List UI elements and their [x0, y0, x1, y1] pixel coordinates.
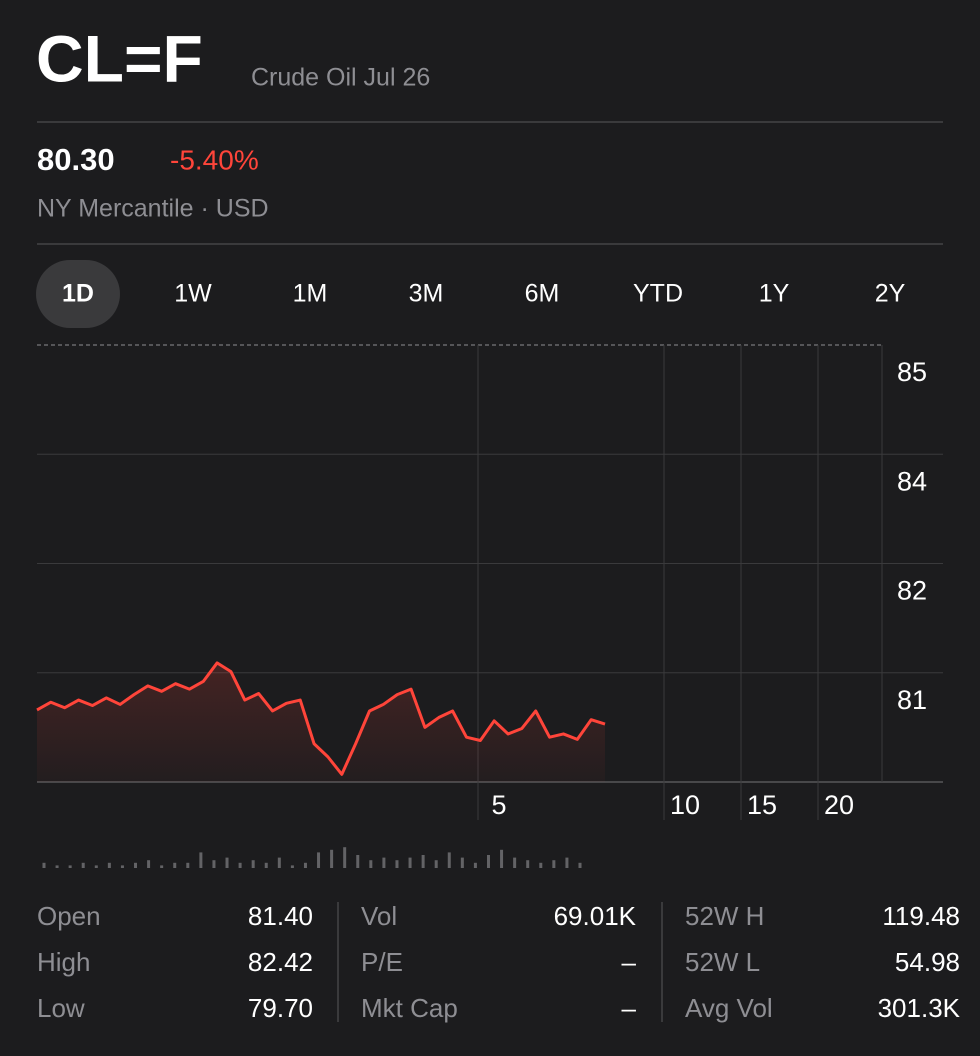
volume-bar	[199, 852, 203, 868]
volume-bar	[395, 860, 399, 868]
x-tick-label: 20	[824, 790, 854, 820]
volume-bar	[473, 862, 477, 868]
stat-label: Low	[37, 993, 85, 1023]
tabs: 1D 1W 1M 3M 6M YTD 1Y 2Y	[36, 260, 906, 328]
stats: Open 81.40 High 82.42 Low 79.70 Vol 69.01K P/E – M…	[37, 901, 961, 1023]
x-tick-label: 15	[747, 790, 777, 820]
tab[interactable]: 1M	[293, 280, 328, 308]
stat-value: 119.48	[882, 901, 960, 931]
stat-label: Avg Vol	[685, 993, 773, 1023]
symbol: CL=F	[36, 21, 203, 95]
price-area	[37, 662, 605, 782]
volume-bar	[500, 849, 504, 868]
tab[interactable]: 1Y	[759, 280, 790, 308]
stat-label: P/E	[361, 947, 403, 977]
volume-bar	[382, 857, 386, 868]
tab[interactable]: 6M	[525, 280, 560, 308]
stat-value: 301.3K	[878, 993, 961, 1023]
stat-label: 52W L	[685, 947, 760, 977]
volume-bar	[447, 852, 451, 868]
stat-value: 54.98	[895, 947, 960, 977]
volume-bar	[94, 865, 98, 868]
exchange: NY Mercantile · USD	[37, 195, 269, 223]
y-tick-label: 85	[897, 357, 927, 387]
price-line	[36, 661, 606, 776]
volume-bar	[343, 847, 347, 868]
volume-bar	[264, 862, 268, 868]
volume-bar	[434, 860, 438, 868]
volume-bar	[578, 862, 582, 868]
volume-bar	[565, 857, 569, 868]
volume-bar	[68, 865, 72, 868]
volume-bar	[290, 865, 294, 868]
volume-bar	[212, 860, 216, 868]
volume-bar	[160, 865, 164, 868]
y-tick-label: 81	[897, 685, 927, 715]
volume-bar	[42, 862, 46, 868]
y-tick-label: 82	[897, 576, 927, 606]
volume-bar	[120, 865, 124, 868]
volume-bar	[107, 862, 111, 868]
volume-bar	[55, 865, 59, 868]
volume-bar	[460, 857, 464, 868]
tab-selected-bg	[36, 260, 120, 328]
chart: 85 84 82 81 5 10 15 20	[36, 344, 943, 868]
volume-bar	[526, 860, 530, 868]
volume-bar	[513, 857, 517, 868]
stat-value: 82.42	[248, 947, 313, 977]
tab[interactable]: 1D	[62, 280, 94, 308]
volume-bar	[147, 860, 151, 868]
tab[interactable]: 2Y	[875, 280, 906, 308]
volume-bar	[277, 857, 281, 868]
change: -5.40%	[170, 144, 259, 175]
volume-bar	[225, 857, 229, 868]
volume-bar	[134, 862, 138, 868]
tab[interactable]: YTD	[633, 280, 683, 308]
x-tick-label: 10	[670, 790, 700, 820]
stat-value: 81.40	[248, 901, 313, 931]
volume-bar	[251, 860, 255, 868]
volume-bar	[356, 855, 360, 868]
volume-bar	[552, 860, 556, 868]
stat-label: Open	[37, 901, 101, 931]
stat-label: 52W H	[685, 901, 764, 931]
tab[interactable]: 1W	[174, 280, 212, 308]
x-tick-label: 5	[491, 790, 506, 820]
stat-label: Vol	[361, 901, 397, 931]
volume-bar	[539, 862, 543, 868]
stat-value: 69.01K	[554, 901, 637, 931]
stat-value: –	[622, 993, 637, 1023]
stat-label: Mkt Cap	[361, 993, 458, 1023]
volume-bar	[408, 857, 412, 868]
price: 80.30	[37, 142, 115, 177]
volume-bar	[369, 860, 373, 868]
stat-value: 79.70	[248, 993, 313, 1023]
volume-bar	[421, 855, 425, 868]
instrument-name: Crude Oil Jul 26	[251, 64, 430, 92]
tab[interactable]: 3M	[409, 280, 444, 308]
volume-bar	[486, 855, 490, 868]
volume-bar	[81, 862, 85, 868]
stat-label: High	[37, 947, 90, 977]
stat-value: –	[622, 947, 637, 977]
volume-bar	[238, 862, 242, 868]
volume-bar	[303, 862, 307, 868]
volume-bar	[317, 852, 321, 868]
volume-bar	[173, 862, 177, 868]
volume-bar	[186, 862, 190, 868]
volume-bar	[330, 849, 334, 868]
y-tick-label: 84	[897, 466, 927, 496]
